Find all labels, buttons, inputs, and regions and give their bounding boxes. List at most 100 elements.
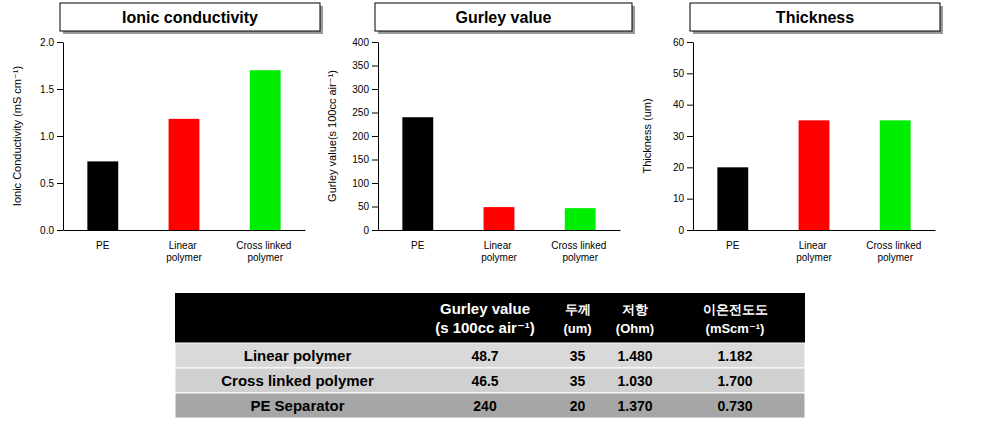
x-tick-label: PE	[411, 240, 425, 251]
y-tick: 1.5	[40, 84, 63, 95]
title-box	[690, 3, 940, 31]
bars	[717, 120, 910, 230]
y-tick: 50	[358, 201, 378, 212]
y-tick-mark	[687, 73, 693, 74]
table-cell: Cross linked polymer	[221, 372, 374, 389]
x-axis: PELinear polymerCross linked polymer	[379, 231, 621, 263]
table-cell: 1.182	[717, 348, 752, 364]
y-tick: 50	[673, 68, 693, 79]
x-tick: Cross linked polymer	[866, 240, 924, 263]
table-header-cell: Gurley value	[440, 300, 530, 317]
y-tick: 40	[673, 99, 693, 110]
bar	[799, 120, 830, 230]
x-tick: Cross linked polymer	[551, 240, 609, 263]
y-tick: 30	[673, 131, 693, 142]
y-axis-title: Ionic Conductivity (mS cm⁻¹)	[11, 66, 23, 206]
table-cell: PE Separator	[250, 397, 344, 414]
y-tick-mark	[372, 66, 378, 67]
y-tick-mark	[687, 42, 693, 43]
table-cell: 46.5	[471, 373, 498, 389]
y-tick: 400	[352, 37, 378, 48]
y-tick-label: 30	[673, 131, 685, 142]
title-box	[60, 3, 320, 31]
x-tick: Linear polymer	[796, 240, 832, 263]
y-axis-title: Gurley value(s 100cc air⁻¹)	[326, 70, 338, 202]
y-tick-label: 200	[352, 131, 369, 142]
table-cell: 35	[570, 373, 586, 389]
table-header-cell: 저항	[622, 302, 648, 317]
y-tick-mark	[372, 42, 378, 43]
y-tick-mark	[372, 207, 378, 208]
table-header-cell: 두께	[565, 302, 591, 317]
bars	[402, 117, 595, 230]
y-tick-label: 0.5	[40, 178, 54, 189]
y-tick-label: 0	[363, 225, 369, 236]
bar	[484, 207, 515, 230]
y-axis-line	[693, 43, 694, 231]
x-tick-label: Cross linked polymer	[866, 240, 924, 263]
bar	[402, 117, 433, 230]
bar	[880, 120, 911, 230]
y-axis-title: Thickness (um)	[641, 98, 653, 173]
table-cell: 20	[570, 398, 586, 414]
y-tick-label: 10	[673, 193, 685, 204]
page: Ionic conductivity0.00.51.01.52.0PELinea…	[0, 0, 998, 431]
y-axis: 0.0 0.5 1.0 1.5 2.0	[40, 37, 63, 236]
y-tick-mark	[372, 160, 378, 161]
y-tick: 0	[678, 225, 693, 236]
table-header-cell: (s 100cc air⁻¹)	[435, 319, 535, 336]
x-axis-line	[379, 230, 621, 231]
table-cell: 1.480	[617, 348, 652, 364]
chart-title: Thickness	[776, 9, 854, 26]
y-tick: 0.0	[40, 225, 63, 236]
y-tick-label: 100	[352, 178, 369, 189]
y-tick-label: 250	[352, 107, 369, 118]
x-tick: PE	[411, 240, 425, 251]
y-tick-label: 400	[352, 37, 369, 48]
table-row-bg	[175, 368, 805, 393]
x-tick: Cross linked polymer	[236, 240, 294, 263]
table-cell: 48.7	[471, 348, 498, 364]
y-tick-mark	[57, 230, 63, 231]
y-tick-label: 20	[673, 162, 685, 173]
table-cell: 1.370	[617, 398, 652, 414]
y-tick-mark	[57, 89, 63, 90]
y-tick-mark	[57, 42, 63, 43]
y-tick: 20	[673, 162, 693, 173]
x-axis: PE Linear polymer Cross linked polymer	[694, 231, 936, 263]
x-tick: PE	[726, 240, 740, 251]
x-tick-label: Linear polymer	[166, 240, 202, 263]
y-tick: 100	[352, 178, 378, 189]
table-cell: 1.700	[717, 373, 752, 389]
x-tick: Linear polymer	[166, 240, 202, 263]
y-tick: 2.0	[40, 37, 63, 48]
x-axis-line	[694, 230, 936, 231]
y-tick-label: 0	[678, 225, 684, 236]
y-tick-label: 350	[352, 60, 369, 71]
title-box	[375, 3, 632, 31]
y-tick-mark	[687, 105, 693, 106]
y-axis: 0 50 100 150 200 250 300 350 400	[352, 37, 378, 236]
x-axis-line	[64, 230, 306, 231]
y-axis-line	[63, 43, 64, 231]
y-tick-mark	[372, 183, 378, 184]
y-axis: 0102030405060	[673, 37, 694, 236]
y-tick: 10	[673, 193, 693, 204]
bars	[87, 70, 280, 230]
y-tick-mark	[57, 136, 63, 137]
table-header-bg	[175, 293, 805, 343]
y-tick-label: 1.5	[40, 84, 54, 95]
x-tick: PE	[96, 240, 110, 251]
x-tick-label: Cross linked polymer	[551, 240, 609, 263]
y-tick-label: 50	[358, 201, 370, 212]
y-tick-mark	[372, 136, 378, 137]
y-tick-mark	[687, 230, 693, 231]
x-tick-label: Cross linked polymer	[236, 240, 294, 263]
y-tick: 300	[352, 84, 378, 95]
x-tick-label: Linear polymer	[796, 240, 832, 263]
y-tick-label: 150	[352, 154, 369, 165]
y-tick: 1.0	[40, 131, 63, 142]
y-tick-label: 50	[673, 68, 685, 79]
y-tick: 350	[352, 60, 378, 71]
y-tick-mark	[687, 167, 693, 168]
